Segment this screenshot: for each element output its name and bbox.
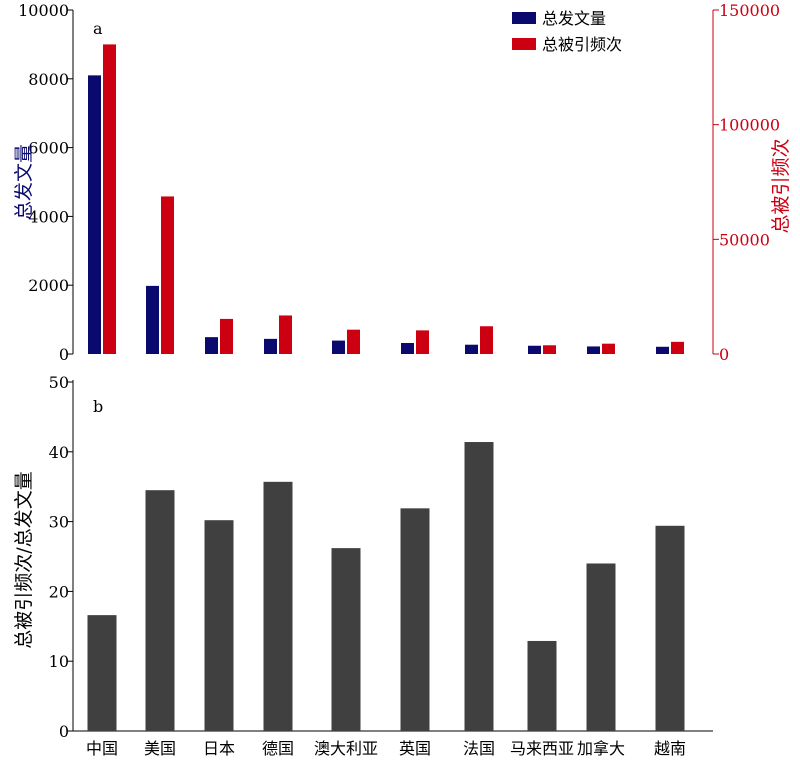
panel-a-left-ylabel: 总发文量 <box>13 144 35 220</box>
panel-a-bar-total-papers <box>465 344 478 354</box>
panel-a-right-tick-label: 0 <box>719 345 729 364</box>
panel-a-bar-total-citations <box>480 326 493 354</box>
panel-a-bar-total-citations <box>220 318 233 354</box>
panel-b-bar <box>464 442 494 731</box>
legend-swatch-total-papers <box>512 12 536 24</box>
panel-b-bar <box>400 508 430 731</box>
panel-a-bar-total-papers <box>587 346 600 354</box>
x-tick-label: 加拿大 <box>577 739 625 758</box>
panel-a-bar-total-papers <box>528 345 541 354</box>
panel-b-left-tick-label: 20 <box>49 582 69 601</box>
panel-a-left-ticks: 0 2000 4000 6000 8000 10000 <box>18 1 73 364</box>
panel-a-left-tick-label: 6000 <box>28 139 69 158</box>
x-tick-label: 英国 <box>399 739 431 758</box>
x-tick-label: 中国 <box>86 739 118 758</box>
panel-a-left-tick-label: 4000 <box>28 207 69 226</box>
panel-a-left-tick-label: 8000 <box>28 70 69 89</box>
panel-a-bar-total-papers <box>401 342 414 354</box>
panel-b-bar <box>655 525 685 731</box>
legend-label-total-papers: 总发文量 <box>542 9 606 28</box>
panel-a-bar-total-citations <box>161 196 174 354</box>
panel-b-bar <box>586 563 616 731</box>
panel-b-left-tick-label: 0 <box>59 722 69 741</box>
x-tick-label: 马来西亚 <box>510 739 574 758</box>
panel-b-bar <box>87 615 117 731</box>
panel-b-left-tick-label: 10 <box>49 652 69 671</box>
panel-b-ylabel: 总被引频次/总发文量 <box>13 471 35 648</box>
panel-a-right-tick-label: 50000 <box>719 230 770 249</box>
x-tick-label: 日本 <box>203 739 235 758</box>
panel-b-bar <box>331 548 361 731</box>
panel-a-left-tick-label: 0 <box>59 345 69 364</box>
panel-b-left-tick-label: 40 <box>49 443 69 462</box>
x-tick-label: 澳大利亚 <box>314 739 378 758</box>
panel-a-right-tick-label: 100000 <box>719 116 780 135</box>
panel-a-bar-total-papers <box>146 285 159 354</box>
panel-a-bar-total-citations <box>347 329 360 354</box>
panel-a-bar-total-papers <box>656 346 669 354</box>
panel-b-bar <box>263 481 293 731</box>
panel-a-bar-total-citations <box>671 341 684 354</box>
panel-b-left-tick-label: 50 <box>49 373 69 392</box>
panel-a-bars <box>88 44 684 355</box>
panel-a-label: a <box>93 19 103 38</box>
panel-a-bar-total-papers <box>264 338 277 354</box>
panel-a: 0 2000 4000 6000 8000 10000 0 50000 100000 15000… <box>13 1 792 364</box>
panel-b-bar <box>204 520 234 731</box>
panel-a-bar-total-citations <box>279 315 292 354</box>
x-tick-label: 越南 <box>654 739 686 758</box>
panel-a-right-tick-label: 150000 <box>719 1 780 20</box>
x-tick-label: 美国 <box>144 739 176 758</box>
panel-a-bar-total-papers <box>332 340 345 354</box>
panel-b-bar <box>527 640 557 731</box>
panel-a-right-ylabel: 总被引频次 <box>770 138 792 233</box>
legend: 总发文量 总被引频次 <box>512 9 622 54</box>
panel-a-bar-total-citations <box>103 44 116 355</box>
x-tick-label: 德国 <box>262 739 294 758</box>
panel-a-bar-total-citations <box>543 345 556 354</box>
panel-b-x-tick-labels: 中国 美国 日本 德国 澳大利亚 英国 法国 马来西亚 加拿大 越南 <box>86 739 686 758</box>
panel-b-left-tick-label: 30 <box>49 513 69 532</box>
panel-b-bars <box>87 442 685 731</box>
panel-a-bar-total-citations <box>602 343 615 354</box>
x-tick-label: 法国 <box>463 739 495 758</box>
panel-b-bar <box>145 490 175 731</box>
panel-a-left-tick-label: 2000 <box>28 276 69 295</box>
panel-a-right-ticks: 0 50000 100000 150000 <box>713 1 780 364</box>
panel-a-bar-total-papers <box>88 75 101 355</box>
panel-b-left-ticks: 0 10 20 30 40 50 <box>49 373 73 741</box>
panel-a-left-tick-label: 10000 <box>18 1 69 20</box>
panel-a-bar-total-citations <box>416 330 429 354</box>
panel-b-label: b <box>93 397 103 416</box>
panel-a-bar-total-papers <box>205 337 218 354</box>
legend-label-total-citations: 总被引频次 <box>542 35 622 54</box>
legend-swatch-total-citations <box>512 38 536 50</box>
